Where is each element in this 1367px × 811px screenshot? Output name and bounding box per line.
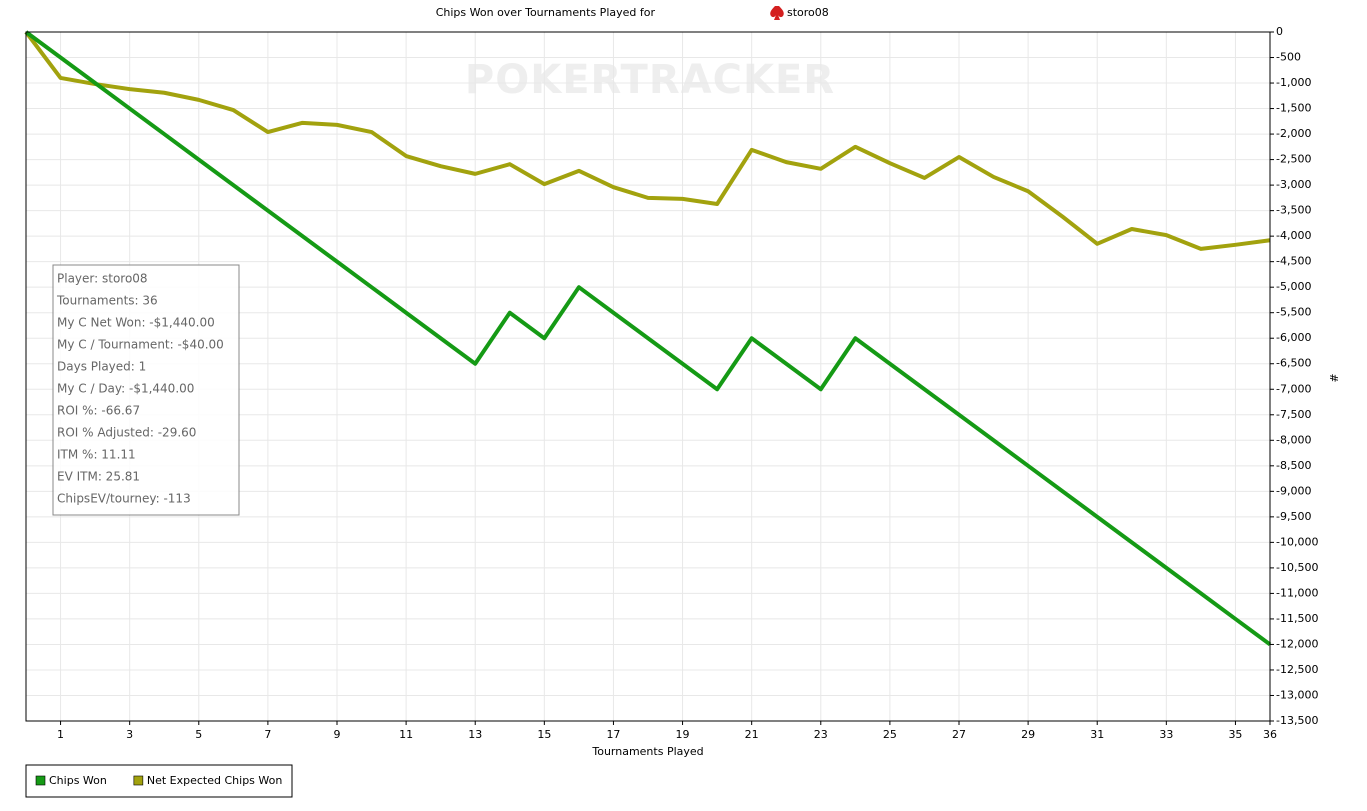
y-tick-label: -9,500	[1276, 510, 1311, 523]
x-tick-label: 23	[814, 728, 828, 741]
x-tick-label: 25	[883, 728, 897, 741]
spade-icon	[770, 6, 784, 20]
info-line: EV ITM: 25.81	[57, 470, 140, 484]
y-tick-label: -13,000	[1276, 688, 1318, 701]
info-line: My C Net Won: -$1,440.00	[57, 316, 215, 330]
x-tick-label: 15	[537, 728, 551, 741]
y-tick-label: -8,500	[1276, 459, 1311, 472]
info-line: My C / Tournament: -$40.00	[57, 338, 224, 352]
x-tick-label: 13	[468, 728, 482, 741]
x-tick-label: 17	[606, 728, 620, 741]
info-line: ROI %: -66.67	[57, 404, 140, 418]
y-tick-label: -6,000	[1276, 331, 1311, 344]
x-tick-label: 31	[1090, 728, 1104, 741]
y-tick-label: -5,500	[1276, 306, 1311, 319]
y-tick-label: -9,000	[1276, 484, 1311, 497]
y-tick-label: -3,500	[1276, 204, 1311, 217]
x-tick-label: 29	[1021, 728, 1035, 741]
info-line: ITM %: 11.11	[57, 448, 136, 462]
legend	[25, 764, 293, 798]
info-line: Tournaments: 36	[56, 294, 158, 308]
y-tick-label: -500	[1276, 51, 1301, 64]
x-tick-label: 36	[1263, 728, 1277, 741]
x-tick-label: 35	[1228, 728, 1242, 741]
y-tick-label: -13,500	[1276, 714, 1318, 727]
y-tick-label: -1,000	[1276, 76, 1311, 89]
y-tick-label: -10,500	[1276, 561, 1318, 574]
x-tick-label: 5	[195, 728, 202, 741]
y-tick-label: -8,000	[1276, 433, 1311, 446]
y-tick-label: -2,000	[1276, 127, 1311, 140]
x-tick-label: 11	[399, 728, 413, 741]
y-tick-label: -12,000	[1276, 637, 1318, 650]
y-tick-label: -6,500	[1276, 357, 1311, 370]
y-tick-label: -1,500	[1276, 102, 1311, 115]
y-tick-label: -11,000	[1276, 586, 1318, 599]
y-tick-label: -7,500	[1276, 408, 1311, 421]
info-line: Days Played: 1	[57, 360, 146, 374]
y-tick-label: -12,500	[1276, 663, 1318, 676]
y-tick-label: -7,000	[1276, 382, 1311, 395]
x-tick-label: 9	[334, 728, 341, 741]
info-line: My C / Day: -$1,440.00	[57, 382, 194, 396]
y-tick-label: -4,500	[1276, 255, 1311, 268]
x-tick-label: 33	[1159, 728, 1173, 741]
x-axis-label: Tournaments Played	[591, 745, 703, 758]
info-line: ChipsEV/tourney: -113	[57, 492, 191, 506]
series-line	[24, 30, 1271, 251]
y-tick-label: -11,500	[1276, 612, 1318, 625]
x-tick-label: 3	[126, 728, 133, 741]
y-tick-label: -5,000	[1276, 280, 1311, 293]
x-tick-label: 21	[745, 728, 759, 741]
x-tick-label: 19	[676, 728, 690, 741]
x-tick-label: 27	[952, 728, 966, 741]
x-tick-label: 1	[57, 728, 64, 741]
y-tick-label: 0	[1276, 25, 1283, 38]
watermark: POKERTRACKER	[465, 57, 835, 103]
y-tick-label: -2,500	[1276, 153, 1311, 166]
legend-swatch	[35, 775, 46, 786]
y-tick-label: -3,000	[1276, 178, 1311, 191]
x-tick-label: 7	[264, 728, 271, 741]
y-tick-label: -10,000	[1276, 535, 1318, 548]
legend-label: Net Expected Chips Won	[147, 774, 283, 787]
legend-swatch	[133, 775, 144, 786]
player-name: storo08	[787, 6, 829, 19]
chart-title: Chips Won over Tournaments Played for	[436, 6, 656, 19]
info-line: Player: storo08	[57, 272, 148, 286]
y-tick-label: -4,000	[1276, 229, 1311, 242]
series-line	[24, 30, 1272, 647]
y-axis-label: #	[1327, 373, 1340, 382]
info-box	[52, 264, 240, 516]
legend-label: Chips Won	[49, 774, 107, 787]
info-line: ROI % Adjusted: -29.60	[57, 426, 196, 440]
plot-frame	[25, 31, 1271, 722]
